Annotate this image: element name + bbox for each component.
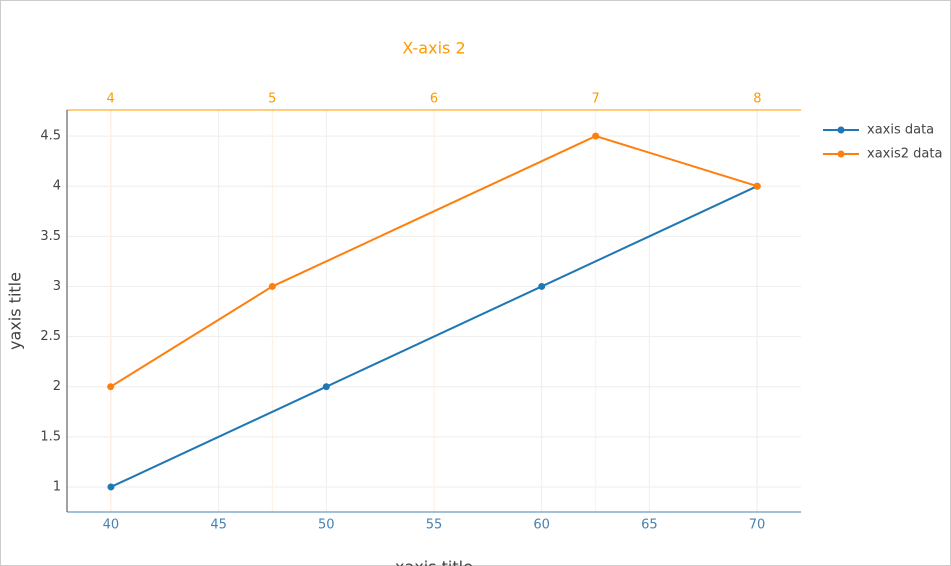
legend-label: xaxis2 data (867, 147, 942, 162)
point (753, 182, 761, 190)
point (107, 383, 115, 391)
y-axis-title: yaxis title (6, 272, 25, 350)
y-tick-label: 1.5 (40, 429, 61, 444)
y-tick-label: 4 (53, 179, 61, 194)
series-line (110, 185, 758, 488)
y-tick-label: 3 (53, 279, 61, 294)
series-line (110, 134, 758, 388)
point (592, 132, 600, 140)
x2-tick-label: 7 (592, 92, 600, 107)
legend-marker (837, 150, 845, 158)
point (268, 282, 276, 290)
x-tick-label: 45 (210, 518, 227, 533)
legend-label: xaxis data (867, 123, 934, 138)
x2-tick-label: 4 (107, 92, 115, 107)
y-tick-label: 3.5 (40, 229, 61, 244)
x-tick-label: 40 (103, 518, 120, 533)
y-tick-label: 1 (53, 479, 61, 494)
point (107, 483, 115, 491)
x-tick-label: 65 (641, 518, 658, 533)
x-tick-label: 70 (749, 518, 766, 533)
x-tick-label: 55 (426, 518, 443, 533)
x2-tick-label: 6 (430, 92, 438, 107)
x-tick-label: 50 (318, 518, 335, 533)
y-tick-label: 2.5 (40, 329, 61, 344)
y-tick-label: 4.5 (40, 129, 61, 144)
x-axis-title: xaxis title (395, 558, 473, 566)
x2-tick-label: 5 (268, 92, 276, 107)
legend-marker (837, 126, 845, 134)
y-tick-label: 2 (53, 379, 61, 394)
x-tick-label: 60 (533, 518, 550, 533)
x2-axis-title: X-axis 2 (402, 39, 465, 58)
point (538, 282, 546, 290)
point (322, 383, 330, 391)
x2-tick-label: 8 (753, 92, 761, 107)
